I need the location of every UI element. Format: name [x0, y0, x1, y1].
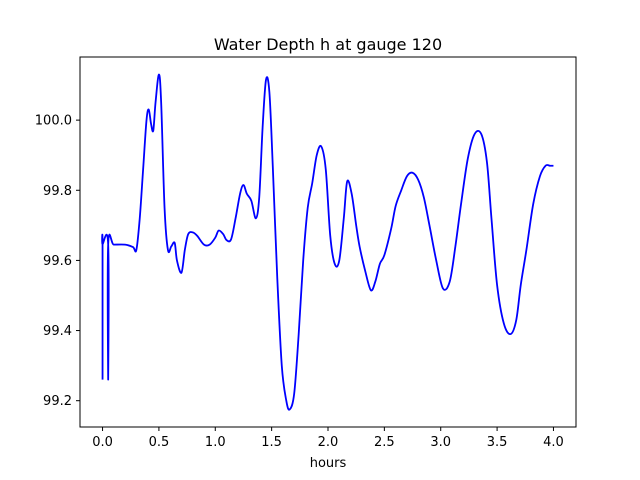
x-tick-label: 0.0: [92, 435, 113, 450]
y-tick-label: 99.8: [43, 184, 72, 199]
x-axis-title: hours: [310, 456, 347, 471]
x-tick-label: 1.5: [261, 435, 282, 450]
x-tick-label: 3.5: [487, 435, 508, 450]
x-tick-label: 4.0: [543, 435, 564, 450]
y-tick-label: 100.0: [35, 114, 72, 129]
y-tick-label: 99.4: [43, 324, 72, 339]
series-line: [101, 73, 554, 411]
chart-title: Water Depth h at gauge 120: [214, 35, 442, 54]
plot-area-frame: [79, 56, 577, 428]
x-tick-label: 1.0: [205, 435, 226, 450]
y-tick-label: 99.2: [43, 394, 72, 409]
x-tick-label: 2.0: [318, 435, 339, 450]
series-layer: [101, 73, 554, 411]
y-tick-label: 99.6: [43, 254, 72, 269]
x-tick-label: 3.0: [430, 435, 451, 450]
y-axis-ticks: 99.2 99.4 99.6 99.8 100.0: [35, 114, 80, 409]
x-tick-label: 0.5: [149, 435, 170, 450]
x-tick-label: 2.5: [374, 435, 395, 450]
x-axis-ticks: 0.0 0.5 1.0 1.5 2.0 2.5 3.0 3.5 4.0: [92, 427, 564, 450]
